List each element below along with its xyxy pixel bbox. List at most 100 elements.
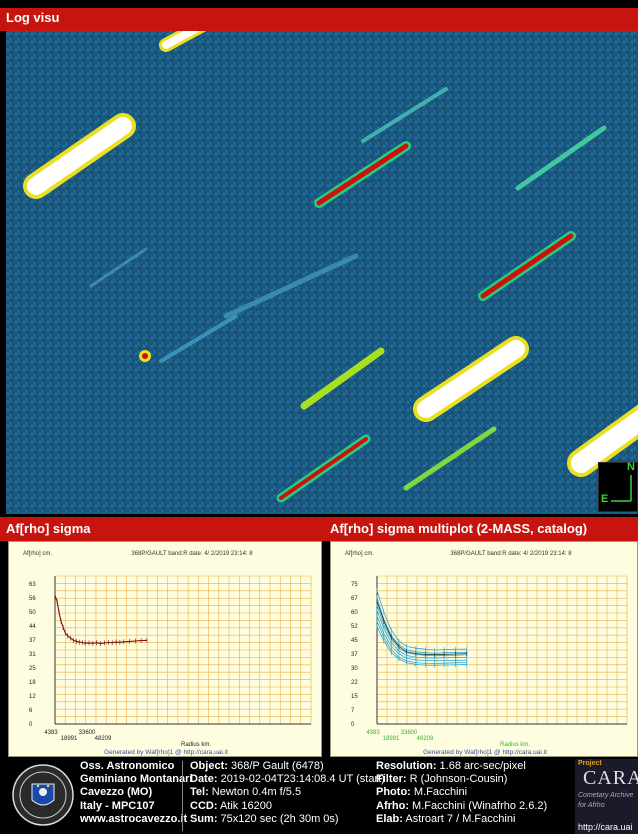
x-tick-label: 18991 bbox=[383, 736, 400, 742]
footer-divider bbox=[182, 761, 183, 831]
object-info-row: Date: 2019-02-04T23:14:08.4 UT (start) bbox=[190, 773, 385, 786]
afrho-multiplot-chart: Af[rho] cm. 368P/GAULT band:R date: 4/ 2/… bbox=[345, 551, 628, 756]
observatory-info: Oss. Astronomico Geminiano Montanari Cav… bbox=[80, 760, 192, 826]
cara-project-label: Project bbox=[578, 760, 602, 767]
chart-title: 368P/GAULT band:R date: 4/ 2/2019 23:14:… bbox=[131, 551, 253, 557]
object-info-value: Newton 0.4m f/5.5 bbox=[208, 786, 302, 799]
observatory-logo-icon bbox=[12, 762, 74, 828]
top-title-bar: Log visu bbox=[0, 8, 638, 31]
x-tick-label: 33600 bbox=[79, 730, 96, 736]
x-tick-label: 4383 bbox=[366, 730, 380, 736]
afrho-multiplot-chart-panel: Af[rho] cm. 368P/GAULT band:R date: 4/ 2/… bbox=[330, 541, 638, 757]
y-tick-label: 44 bbox=[29, 624, 36, 630]
resolution-info-row: Elab: Astroart 7 / M.Facchini bbox=[376, 813, 547, 826]
y-tick-label: 60 bbox=[351, 610, 358, 616]
x-tick-label: 48209 bbox=[417, 736, 434, 742]
star-trail bbox=[300, 347, 385, 410]
object-info-value: 2019-02-04T23:14:08.4 UT (start) bbox=[217, 773, 385, 786]
y-tick-label: 7 bbox=[351, 708, 355, 714]
y-tick-label: 0 bbox=[29, 722, 33, 728]
chart-grid bbox=[54, 575, 312, 725]
object-info-row: Sum: 75x120 sec (2h 30m 0s) bbox=[190, 813, 385, 826]
star-trail-faint bbox=[223, 253, 359, 319]
observatory-mpc: Italy - MPC107 bbox=[80, 799, 155, 812]
resolution-info-value: M.Facchini (Winafrho 2.6.2) bbox=[409, 799, 548, 812]
resolution-info-row: Afrho: M.Facchini (Winafrho 2.6.2) bbox=[376, 800, 547, 813]
star-trail-core bbox=[27, 117, 132, 195]
y-tick-label: 0 bbox=[351, 722, 355, 728]
star-trail bbox=[515, 125, 607, 191]
y-tick-label: 30 bbox=[351, 666, 358, 672]
resolution-info-value: Astroart 7 / M.Facchini bbox=[402, 812, 516, 825]
y-tick-label: 12 bbox=[29, 694, 36, 700]
compass-east-label: E bbox=[601, 493, 609, 505]
cara-tagline-2: for Afrho bbox=[578, 802, 605, 809]
compass-north-label: N bbox=[627, 461, 635, 473]
object-info-label: Date: bbox=[190, 773, 218, 786]
star-trail-core bbox=[417, 340, 525, 418]
x-tick-label: 48209 bbox=[95, 736, 112, 742]
y-tick-label: 25 bbox=[29, 666, 36, 672]
star-trail-core bbox=[316, 143, 409, 206]
chart-xlabel: Radius km. bbox=[500, 742, 530, 748]
star-trail-core bbox=[162, 31, 201, 49]
resolution-info-row: Filter: R (Johnson-Cousin) bbox=[376, 773, 547, 786]
resolution-info-row: Photo: M.Facchini bbox=[376, 786, 547, 799]
cara-name: CARA bbox=[583, 767, 638, 789]
resolution-info-value: M.Facchini bbox=[410, 786, 468, 799]
star-field bbox=[6, 31, 638, 514]
y-tick-label: 37 bbox=[29, 638, 36, 644]
object-info-label: CCD: bbox=[190, 799, 218, 812]
object-info-label: Sum: bbox=[190, 812, 218, 825]
afrho-sigma-chart: Af[rho] cm. 368P/GAULT band:R date: 4/ 2/… bbox=[23, 551, 312, 756]
chart-ylabel: Af[rho] cm. bbox=[23, 551, 52, 557]
y-tick-label: 56 bbox=[29, 596, 36, 602]
observatory-name-line2: Geminiano Montanari bbox=[80, 773, 193, 786]
star-trail bbox=[403, 426, 497, 491]
object-info-row: CCD: Atik 16200 bbox=[190, 800, 385, 813]
chart-generator-credit: Generated by Waf[rho]1 @ http://cara.uai… bbox=[104, 749, 228, 756]
cara-url-link[interactable]: http://cara.uai bbox=[578, 822, 633, 832]
y-tick-label: 52 bbox=[351, 624, 358, 630]
resolution-info-row: Resolution: 1.68 arc-sec/pixel bbox=[376, 760, 547, 773]
resolution-info-label: Elab: bbox=[376, 812, 403, 825]
y-tick-label: 75 bbox=[351, 582, 358, 588]
object-info-row: Tel: Newton 0.4m f/5.5 bbox=[190, 786, 385, 799]
chart-grid bbox=[376, 575, 628, 725]
object-info-label: Object: bbox=[190, 760, 228, 772]
series-line bbox=[376, 626, 467, 666]
resolution-info-value: 1.68 arc-sec/pixel bbox=[436, 760, 526, 772]
object-info: Object: 368/P Gault (6478) Date: 2019-02-… bbox=[190, 760, 385, 826]
x-tick-label: 33600 bbox=[401, 730, 418, 736]
y-tick-label: 50 bbox=[29, 610, 36, 616]
series-line bbox=[54, 595, 147, 645]
resolution-info: Resolution: 1.68 arc-sec/pixel Filter: R … bbox=[376, 760, 547, 826]
object-info-value: 368/P Gault (6478) bbox=[227, 760, 324, 772]
y-tick-label: 37 bbox=[351, 652, 358, 658]
star-trail-core bbox=[571, 409, 638, 473]
y-tick-label: 63 bbox=[29, 582, 36, 588]
object-info-label: Tel: bbox=[190, 786, 209, 799]
cara-project-logo: Project CARA Cometary Archive for Afrho … bbox=[575, 759, 638, 834]
resolution-info-label: Filter: bbox=[376, 773, 407, 786]
chart-ylabel: Af[rho] cm. bbox=[345, 551, 374, 557]
compass-indicator: N E bbox=[598, 461, 638, 512]
star-trail-core bbox=[480, 233, 574, 299]
x-tick-label: 4383 bbox=[44, 730, 58, 736]
resolution-info-label: Resolution: bbox=[376, 760, 437, 772]
cara-tagline-1: Cometary Archive bbox=[578, 792, 634, 799]
y-tick-label: 18 bbox=[29, 680, 36, 686]
x-tick-label: 18991 bbox=[61, 736, 78, 742]
object-info-value: 75x120 sec (2h 30m 0s) bbox=[217, 812, 339, 825]
chart-generator-credit: Generated by Waf[rho]1 @ http://cara.uai… bbox=[423, 749, 547, 756]
top-title: Log visu bbox=[6, 10, 60, 25]
afrho-sigma-title: Af[rho] sigma bbox=[6, 521, 91, 536]
star-trail-faint bbox=[89, 247, 148, 288]
afrho-multiplot-title: Af[rho] sigma multiplot (2-MASS, catalog… bbox=[330, 521, 588, 536]
y-tick-label: 15 bbox=[351, 694, 358, 700]
observatory-website-link[interactable]: www.astrocavezzo.it bbox=[80, 812, 188, 825]
section-title-bar: Af[rho] sigma Af[rho] sigma multiplot (2… bbox=[0, 517, 638, 541]
object-info-value: Atik 16200 bbox=[217, 799, 272, 812]
star-trail-faint bbox=[159, 314, 238, 363]
star-trail bbox=[361, 87, 448, 143]
